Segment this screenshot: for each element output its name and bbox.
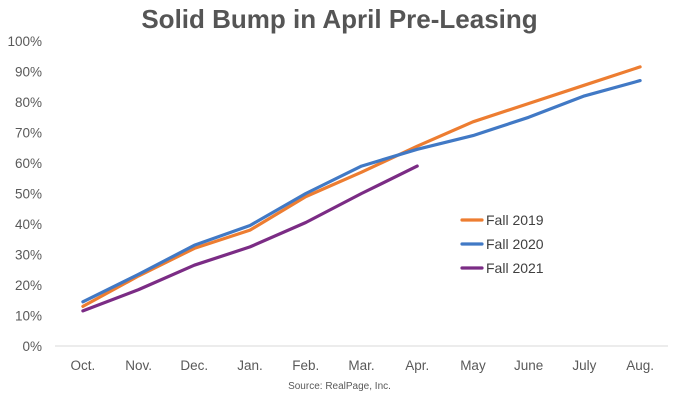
y-tick-label: 80% xyxy=(15,95,42,110)
y-tick-label: 90% xyxy=(15,65,42,80)
y-tick-label: 10% xyxy=(15,309,42,324)
legend-item-fall-2020: Fall 2020 xyxy=(460,236,544,252)
x-tick-label: Apr. xyxy=(405,358,429,373)
x-axis: Oct. Nov. Dec. Jan. Feb. Mar. Apr. May June July A… xyxy=(70,358,654,373)
y-tick-label: 20% xyxy=(15,278,42,293)
x-tick-label: Mar. xyxy=(348,358,374,373)
x-tick-label: May xyxy=(460,358,486,373)
y-tick-label: 40% xyxy=(15,217,42,232)
legend: Fall 2019 Fall 2020 Fall 2021 xyxy=(460,212,544,276)
y-tick-label: 70% xyxy=(15,126,42,141)
y-tick-label: 0% xyxy=(22,339,42,354)
x-tick-label: Jan. xyxy=(237,358,263,373)
legend-label: Fall 2019 xyxy=(486,212,544,228)
legend-item-fall-2019: Fall 2019 xyxy=(460,212,544,228)
y-tick-label: 50% xyxy=(15,187,42,202)
y-tick-label: 100% xyxy=(7,34,42,49)
series-lines xyxy=(81,65,642,313)
y-tick-label: 60% xyxy=(15,156,42,171)
x-tick-label: June xyxy=(514,358,543,373)
x-tick-label: Dec. xyxy=(180,358,208,373)
chart-source: Source: RealPage, Inc. xyxy=(288,381,391,392)
legend-item-fall-2021: Fall 2021 xyxy=(460,260,544,276)
series-line-fall-2021 xyxy=(81,164,419,313)
y-tick-label: 30% xyxy=(15,248,42,263)
x-tick-label: July xyxy=(572,358,596,373)
x-tick-label: Aug. xyxy=(626,358,654,373)
series-line-fall-2019 xyxy=(81,65,642,308)
x-tick-label: Oct. xyxy=(70,358,95,373)
y-axis: 0% 10% 20% 30% 40% 50% 60% 70% 80% 90% 100% xyxy=(7,34,42,354)
x-tick-label: Nov. xyxy=(125,358,152,373)
series-line-fall-2020 xyxy=(81,78,642,304)
legend-label: Fall 2021 xyxy=(486,260,544,276)
x-tick-label: Feb. xyxy=(292,358,319,373)
legend-label: Fall 2020 xyxy=(486,236,544,252)
chart-title: Solid Bump in April Pre-Leasing xyxy=(141,4,538,34)
